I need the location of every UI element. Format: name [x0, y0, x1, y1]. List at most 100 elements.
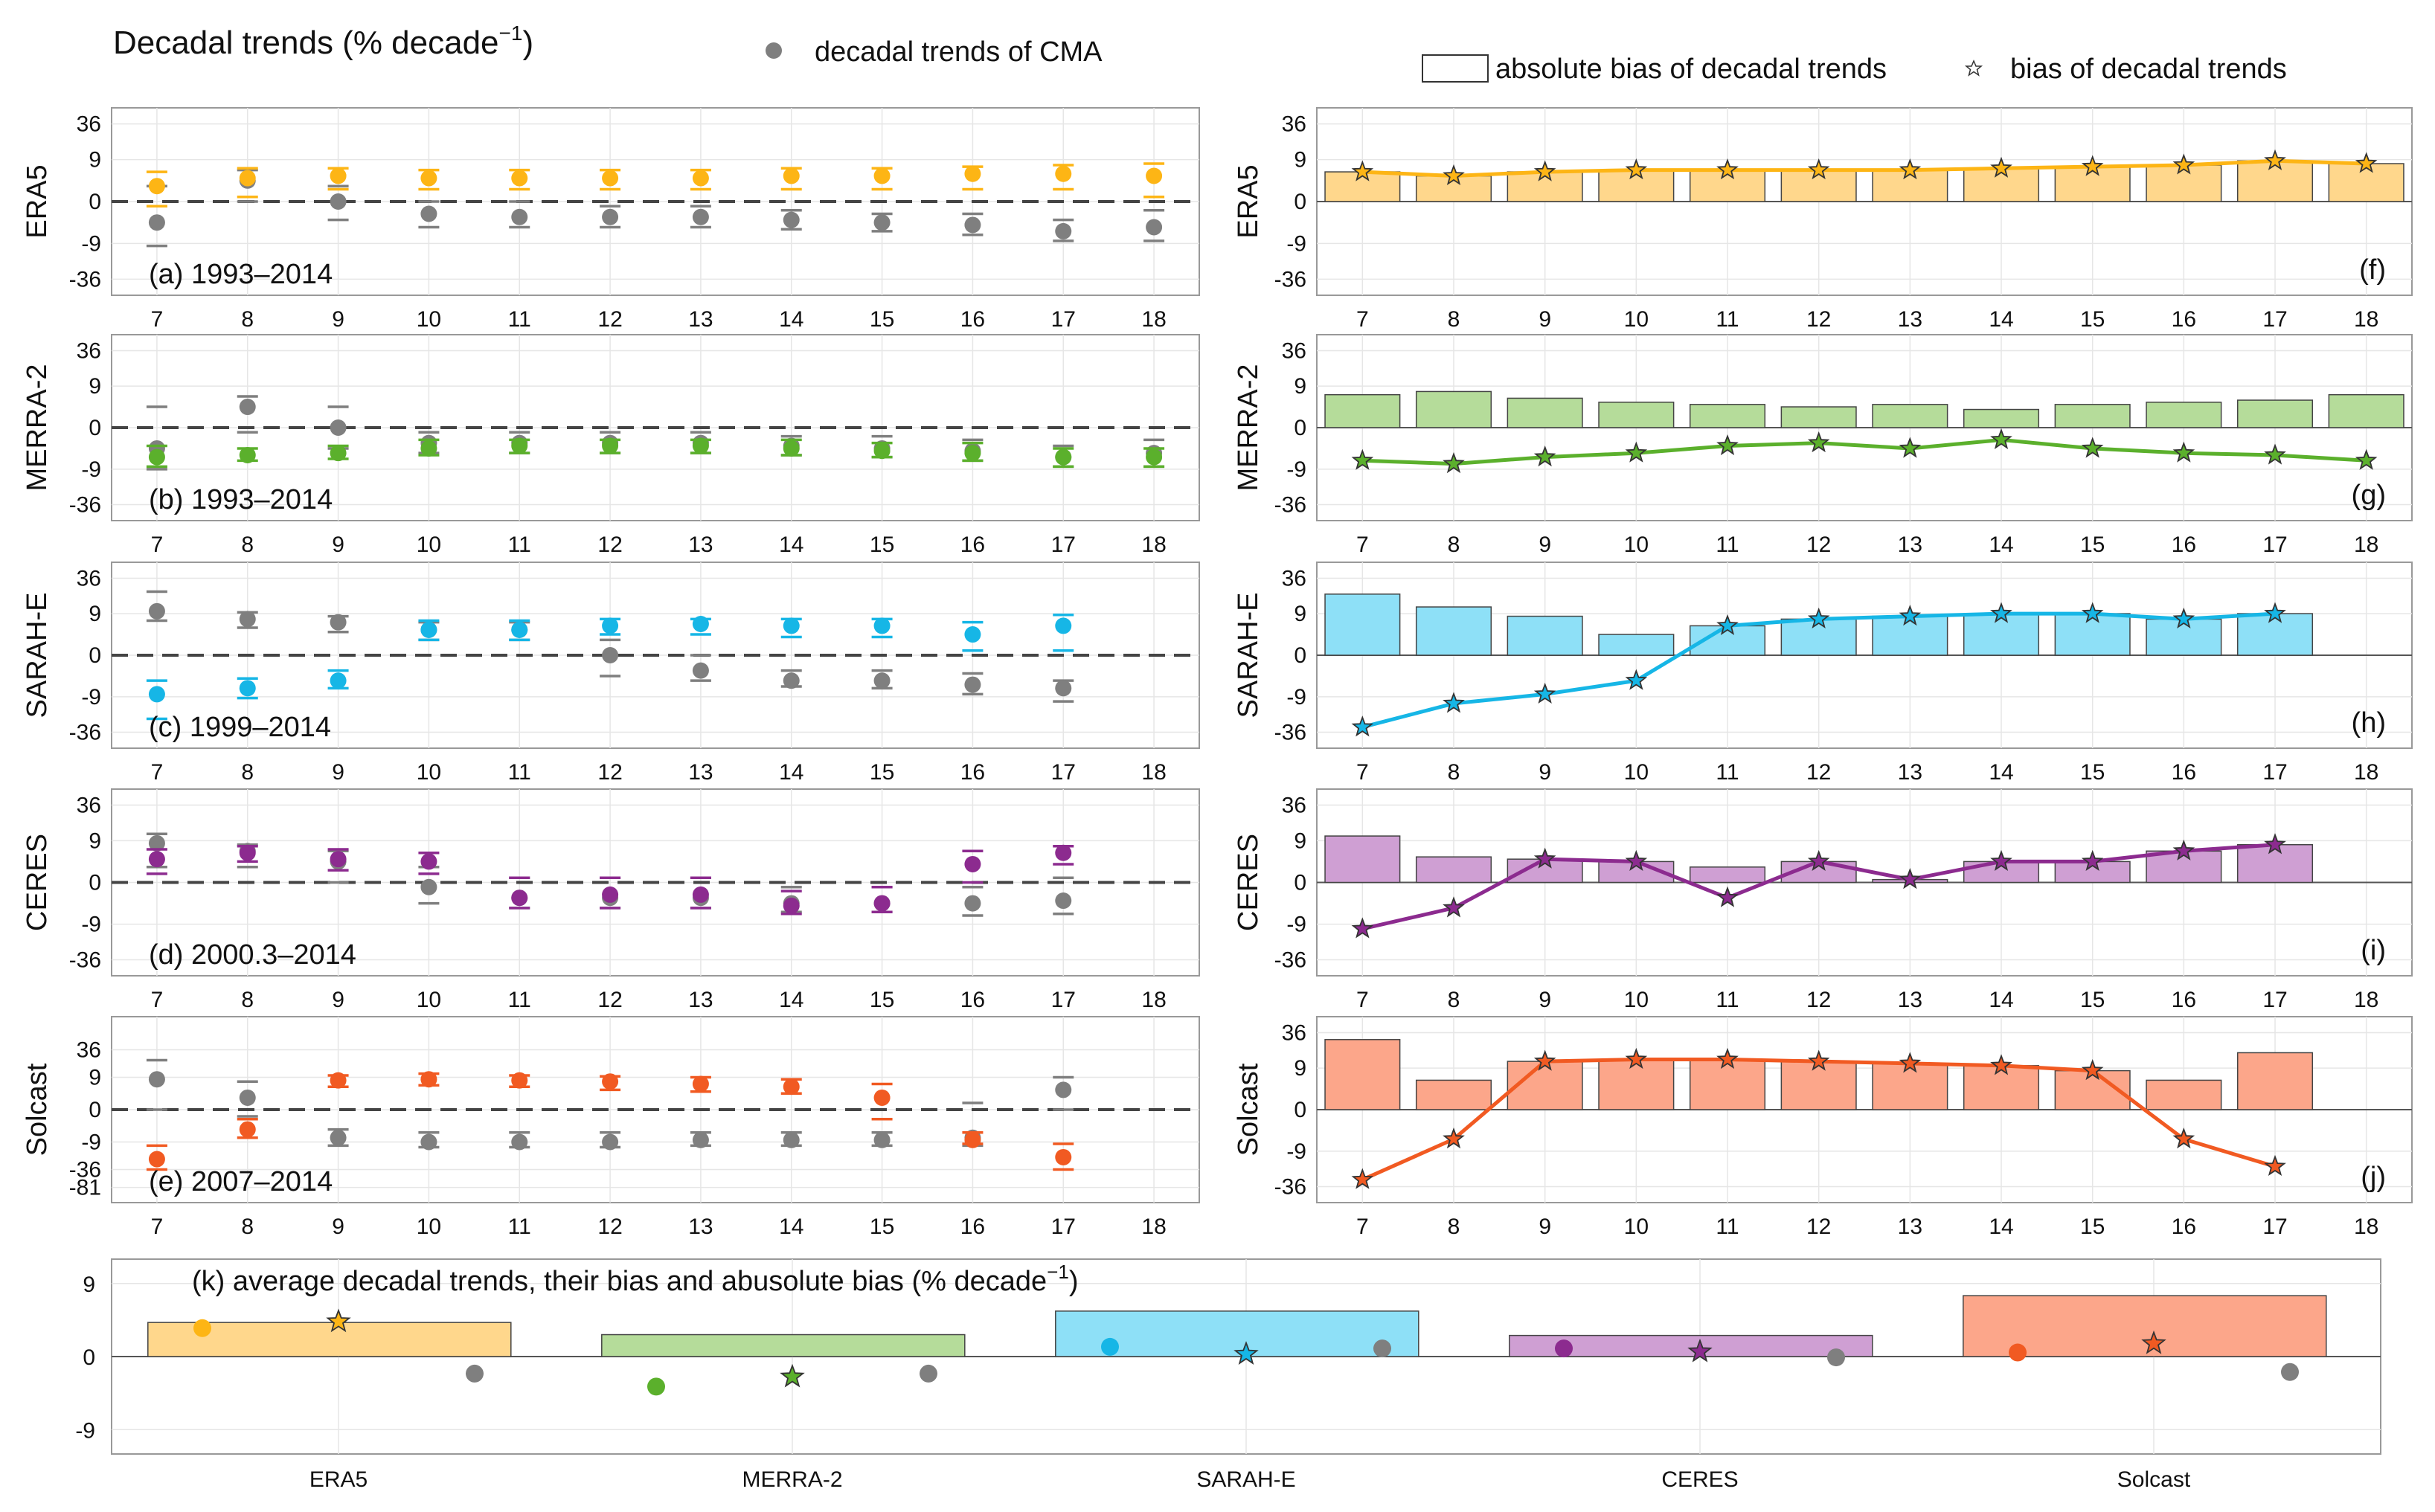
- x-tick-label: 7: [151, 988, 164, 1012]
- y-axis-label: SARAH-E: [22, 593, 53, 718]
- bias-star: [1625, 1047, 1648, 1069]
- data-point-CMA: [602, 647, 619, 663]
- panel-label: (d) 2000.3–2014: [149, 939, 356, 971]
- y-axis-label: ERA5: [22, 164, 53, 238]
- bias-star: [1443, 1127, 1465, 1149]
- data-point-Solcast: [873, 1089, 891, 1106]
- x-tick-label: 11: [1716, 1215, 1739, 1239]
- abs-bias-bar: [1689, 404, 1766, 428]
- bias-star: [1807, 431, 1830, 453]
- data-point-CMA: [330, 614, 347, 631]
- data-point-ERA5: [783, 167, 800, 184]
- data-point-CMA: [511, 208, 528, 225]
- y-tick-label: 9: [89, 1065, 101, 1090]
- bias-star: [1716, 1047, 1739, 1069]
- x-tick-label: 14: [1989, 1215, 2013, 1239]
- data-point-CMA: [420, 878, 437, 895]
- data-point-Solcast: [239, 1121, 256, 1138]
- x-tick-label: 7: [151, 307, 164, 332]
- y-tick-label: 0: [89, 643, 101, 668]
- bias-star: [1807, 607, 1830, 628]
- x-tick-label: 15: [2080, 988, 2105, 1012]
- y-axis-label: CERES: [22, 834, 53, 931]
- figure-title: Decadal trends (% decade−1): [113, 22, 533, 61]
- y-tick-label: 0: [1294, 1098, 1306, 1122]
- data-point-CERES: [420, 853, 437, 870]
- y-tick-label: 36: [77, 1038, 101, 1062]
- bias-star: [1443, 896, 1465, 918]
- data-point-MERRA-2: [511, 437, 528, 454]
- legend-abs-bias-box: [1422, 54, 1489, 83]
- panel-label: (c) 1999–2014: [149, 712, 331, 743]
- product-trend-point: [1101, 1337, 1119, 1356]
- bias-star: [1716, 886, 1739, 907]
- x-tick-label: 18: [1141, 307, 1166, 332]
- panel-j: 7 8 9 10 11 12 13 14 15 16 17 18 36 9 0 -9 -36 Solcast (j): [1233, 1016, 2413, 1239]
- data-point-SARAH-E: [602, 617, 619, 634]
- data-point-MERRA-2: [330, 445, 347, 462]
- bias-star: [1443, 692, 1465, 713]
- x-tick-label: 12: [1806, 533, 1831, 557]
- abs-bias-bar: [1415, 856, 1492, 884]
- product-trend-point: [2009, 1343, 2027, 1362]
- x-tick-label: 18: [1141, 1215, 1166, 1239]
- x-tick-label: 16: [2172, 1215, 2196, 1239]
- y-tick-label: 9: [89, 374, 101, 399]
- y-tick-label: -9: [81, 1130, 101, 1155]
- x-tick-label: 14: [1989, 988, 2013, 1012]
- y-tick-label: 36: [1282, 567, 1306, 591]
- bias-star: [1233, 1341, 1259, 1365]
- y-tick-label: 0: [89, 416, 101, 440]
- cma-trend-point: [920, 1364, 937, 1383]
- product-trend-point: [193, 1319, 211, 1337]
- abs-bias-bar: [1872, 615, 1948, 656]
- x-tick-label: 17: [1051, 760, 1076, 785]
- data-point-CMA: [964, 895, 981, 912]
- abs-bias-bar: [1507, 1061, 1583, 1110]
- x-tick-label: 11: [508, 533, 531, 557]
- x-tick-label: 18: [2354, 760, 2378, 785]
- bias-star: [1533, 847, 1556, 869]
- data-point-CERES: [148, 851, 165, 868]
- x-tick-label: 8: [1448, 988, 1460, 1012]
- y-tick-label: -9: [1286, 685, 1306, 710]
- y-tick-label: 0: [1294, 871, 1306, 895]
- bias-star: [2264, 149, 2286, 170]
- abs-bias-bar: [1415, 390, 1492, 428]
- y-tick-label: -9: [81, 685, 101, 710]
- bias-line: [1362, 158, 2367, 178]
- abs-bias-bar: [2054, 404, 2131, 428]
- bias-line: [1362, 437, 2367, 466]
- bias-star: [1716, 434, 1739, 456]
- bias-star: [1625, 158, 1648, 180]
- abs-bias-bar: [1324, 393, 1401, 428]
- x-tick-label: 10: [417, 760, 441, 785]
- bias-star: [2172, 1127, 2195, 1149]
- y-tick-label: -9: [81, 231, 101, 256]
- x-tick-label: 10: [1624, 307, 1649, 332]
- abs-bias-bar: [1689, 169, 1766, 202]
- x-tick-label: 17: [2262, 307, 2287, 332]
- data-point-CMA: [148, 214, 165, 231]
- data-point-ERA5: [873, 167, 891, 184]
- bias-star: [1990, 849, 2012, 871]
- y-tick-label: 36: [77, 567, 101, 591]
- data-point-Solcast: [511, 1072, 528, 1089]
- x-tick-label: 7: [1356, 307, 1369, 332]
- panel-b: 7 8 9 10 11 12 13 14 15 16 17 18 36 9 0 -9 -36 MERRA-2 (b)…: [22, 334, 1200, 557]
- x-tick-label: 13: [688, 307, 713, 332]
- x-tick-label: 17: [2262, 760, 2287, 785]
- bias-star: [2264, 443, 2286, 465]
- data-point-Solcast: [783, 1078, 800, 1096]
- panel-f: 7 8 9 10 11 12 13 14 15 16 17 18 36 9 0 -9 -36 ERA5 (f): [1233, 107, 2413, 332]
- panel-i: 7 8 9 10 11 12 13 14 15 16 17 18 36 9 0 -9 -36 CERES (i): [1233, 788, 2413, 1012]
- x-tick-label: 12: [1806, 760, 1831, 785]
- panel-k-title-close: ): [1069, 1266, 1079, 1297]
- x-tick-label: 15: [2080, 760, 2105, 785]
- x-tick-label: 9: [332, 533, 344, 557]
- y-tick-label: 9: [89, 602, 101, 626]
- y-axis-label: MERRA-2: [1233, 364, 1264, 491]
- x-tick-label: 18: [2354, 1215, 2378, 1239]
- bias-star: [1533, 1049, 1556, 1071]
